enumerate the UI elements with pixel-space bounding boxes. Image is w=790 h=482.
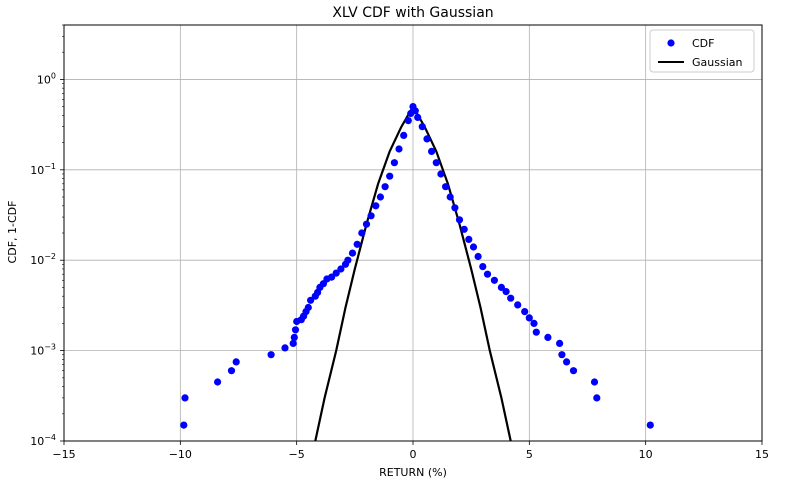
x-tick-label: 10 <box>639 448 653 461</box>
y-tick-label: 10−2 <box>30 252 56 267</box>
cdf-point <box>214 378 222 386</box>
cdf-point <box>465 235 473 243</box>
cdf-point <box>332 269 340 277</box>
cdf-point <box>483 270 492 278</box>
cdf-point <box>358 229 366 237</box>
cdf-point <box>532 328 540 336</box>
cdf-point <box>569 367 578 375</box>
cdf-point <box>414 113 422 121</box>
cdf-point <box>530 319 538 327</box>
cdf-point <box>400 131 408 139</box>
cdf-point <box>455 216 464 224</box>
cdf-point <box>290 333 298 341</box>
cdf-point <box>307 296 315 304</box>
cdf-point <box>344 256 352 264</box>
cdf-point <box>474 252 482 261</box>
cdf-point <box>395 145 403 153</box>
cdf-point <box>563 358 571 366</box>
x-tick-label: 15 <box>755 448 769 461</box>
cdf-point <box>281 344 289 352</box>
cdf-point <box>353 240 361 248</box>
cdf-point <box>180 421 188 429</box>
x-axis-label: RETURN (%) <box>379 466 447 479</box>
legend: CDF Gaussian <box>649 29 755 73</box>
cdf-point <box>411 107 419 115</box>
cdf-point <box>558 351 566 359</box>
x-tick-label: −5 <box>289 448 305 461</box>
x-tick-label: 0 <box>410 448 417 461</box>
cdf-point <box>386 172 394 180</box>
cdf-point <box>479 263 487 271</box>
cdf-point <box>502 288 510 296</box>
cdf-point <box>348 249 357 257</box>
cdf-point <box>525 314 533 322</box>
y-tick-label: 100 <box>37 71 56 86</box>
legend-cdf-label: CDF <box>692 37 714 50</box>
cdf-point <box>556 339 564 347</box>
y-tick-label: 10−1 <box>30 162 56 177</box>
y-axis: 10−4 10−3 10−2 10−1 100 <box>30 24 64 448</box>
cdf-point <box>646 421 654 429</box>
cdf-point <box>390 159 398 167</box>
cdf-point <box>432 159 440 167</box>
cdf-point <box>381 183 389 191</box>
cdf-point <box>404 117 412 125</box>
x-tick-label: −10 <box>169 448 192 461</box>
cdf-point <box>372 202 380 210</box>
cdf-point <box>521 308 529 316</box>
cdf-point <box>267 351 275 359</box>
cdf-point <box>593 394 601 402</box>
cdf-point <box>469 243 478 251</box>
cdf-point <box>362 220 371 228</box>
legend-cdf-marker <box>667 39 675 47</box>
cdf-point <box>376 193 384 201</box>
cdf-point <box>446 193 454 201</box>
cdf-point <box>490 276 498 284</box>
grid <box>63 25 763 442</box>
cdf-point <box>497 283 505 291</box>
x-tick-label: −15 <box>52 448 75 461</box>
cdf-point <box>304 303 312 312</box>
cdf-point <box>437 170 445 178</box>
cdf-point <box>232 358 240 366</box>
cdf-point <box>181 394 189 402</box>
cdf-point <box>590 378 599 386</box>
cdf-point <box>544 333 552 341</box>
cdf-point <box>442 183 450 191</box>
x-tick-label: 5 <box>526 448 533 461</box>
cdf-point <box>514 301 522 309</box>
chart-title: XLV CDF with Gaussian <box>332 5 493 21</box>
cdf-point <box>367 212 375 220</box>
cdf-point <box>227 367 236 375</box>
cdf-point <box>418 123 426 131</box>
cdf-point <box>428 147 436 155</box>
cdf-layer <box>180 103 654 429</box>
cdf-point <box>289 339 297 347</box>
cdf-point <box>291 326 300 334</box>
x-axis: −15 −10 −5 0 5 10 15 <box>52 441 769 461</box>
y-tick-label: 10−3 <box>30 343 56 358</box>
cdf-point <box>507 294 515 302</box>
cdf-point <box>451 204 459 212</box>
cdf-point <box>337 265 345 273</box>
y-axis-label: CDF, 1-CDF <box>6 201 19 264</box>
y-tick-label: 10−4 <box>30 433 56 448</box>
legend-gaussian-label: Gaussian <box>692 56 742 69</box>
cdf-point <box>423 135 431 143</box>
cdf-point <box>460 225 468 233</box>
